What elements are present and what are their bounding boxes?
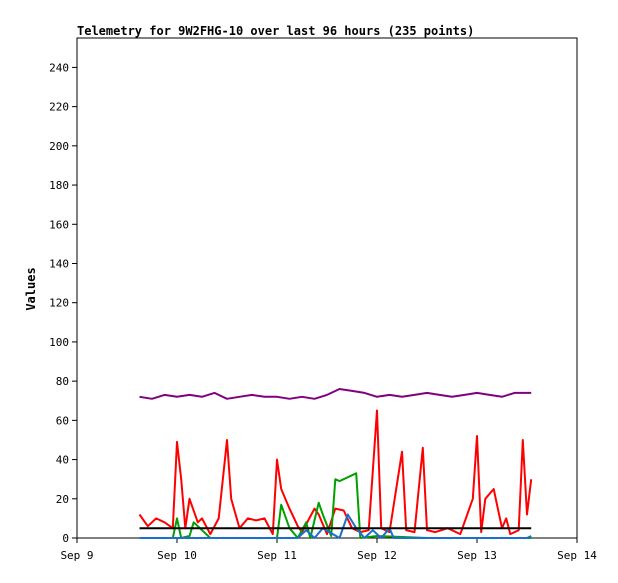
y-tick-label: 120 [49, 297, 69, 310]
y-tick-label: 240 [49, 61, 69, 74]
series-line-0 [139, 388, 532, 400]
x-tick-label: Sep 9 [60, 549, 93, 562]
tick-layer: 0 20 40 60 80 100 120 140 160 180 200 220 240 Sep 9 Se… [49, 61, 597, 562]
y-tick-label: 100 [49, 336, 69, 349]
y-tick-label: 160 [49, 218, 69, 231]
plot-frame [76, 37, 578, 539]
y-tick-label: 180 [49, 179, 69, 192]
series-layer [138, 388, 533, 539]
y-tick-label: 20 [56, 493, 69, 506]
x-tick-label: Sep 12 [357, 549, 397, 562]
y-tick-label: 0 [62, 532, 69, 545]
x-tick-label: Sep 10 [157, 549, 197, 562]
y-tick-label: 40 [56, 454, 69, 467]
chart-title: Telemetry for 9W2FHG-10 over last 96 hou… [77, 24, 474, 38]
y-tick-label: 140 [49, 257, 69, 270]
y-tick-label: 80 [56, 375, 69, 388]
x-tick-label: Sep 11 [257, 549, 297, 562]
y-tick-label: 60 [56, 414, 69, 427]
y-tick-label: 220 [49, 101, 69, 114]
y-tick-label: 200 [49, 140, 69, 153]
series-line-1 [138, 409, 533, 536]
x-tick-label: Sep 13 [457, 549, 497, 562]
y-axis-label: Values [24, 267, 38, 310]
x-tick-label: Sep 14 [557, 549, 597, 562]
